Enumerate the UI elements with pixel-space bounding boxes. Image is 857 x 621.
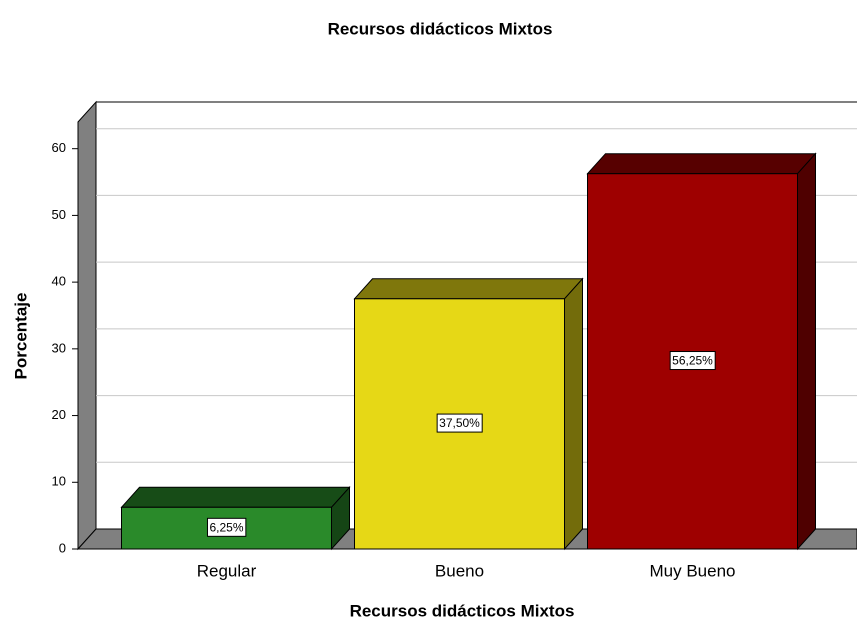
- y-tick-label: 10: [52, 474, 66, 489]
- y-tick-label: 50: [52, 207, 66, 222]
- y-axis-title: Porcentaje: [11, 293, 30, 380]
- y-tick-label: 60: [52, 140, 66, 155]
- y-tick-label: 20: [52, 407, 66, 422]
- y-tick-label: 0: [59, 540, 66, 555]
- value-label: 6,25%: [209, 520, 243, 534]
- bar-side: [797, 152, 816, 551]
- x-axis-title: Recursos didácticos Mixtos: [350, 601, 575, 620]
- x-tick-label: Bueno: [435, 561, 484, 580]
- value-label-box: [206, 517, 247, 537]
- bar-top: [586, 153, 817, 175]
- left-wall: [77, 100, 97, 551]
- bar-side: [564, 277, 583, 551]
- value-label-box: [436, 413, 483, 433]
- chart-title: Recursos didácticos Mixtos: [328, 19, 553, 38]
- x-tick-label: Muy Bueno: [650, 561, 736, 580]
- x-tick-label: Regular: [197, 561, 257, 580]
- y-tick-label: 30: [52, 340, 66, 355]
- y-tick-label: 40: [52, 274, 66, 289]
- bar-top: [353, 278, 584, 300]
- value-label: 56,25%: [672, 354, 713, 368]
- value-label-box: [669, 351, 716, 371]
- bar-top: [120, 486, 351, 508]
- value-label: 37,50%: [439, 416, 480, 430]
